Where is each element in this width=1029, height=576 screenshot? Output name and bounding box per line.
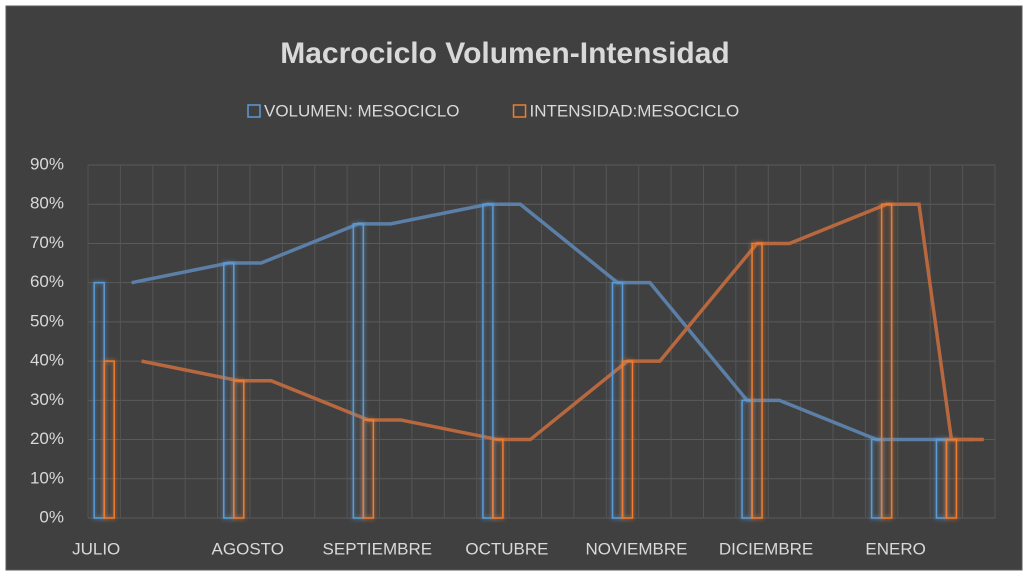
y-tick-label: 70% bbox=[30, 233, 64, 252]
y-tick-label: 90% bbox=[30, 154, 64, 173]
legend-swatch bbox=[247, 104, 261, 118]
bar bbox=[945, 438, 958, 519]
chart-background bbox=[5, 5, 1023, 571]
x-tick-label: ENERO bbox=[865, 539, 925, 558]
bar bbox=[492, 438, 504, 519]
x-tick-label: DICIEMBRE bbox=[719, 539, 813, 558]
x-tick-label: AGOSTO bbox=[212, 539, 284, 558]
x-tick-label: SEPTIEMBRE bbox=[323, 539, 433, 558]
x-tick-label: OCTUBRE bbox=[465, 539, 548, 558]
legend-label: VOLUMEN: MESOCICLO bbox=[264, 101, 460, 120]
legend-swatch bbox=[512, 104, 527, 118]
y-tick-label: 10% bbox=[30, 468, 64, 487]
y-tick-label: 0% bbox=[39, 507, 64, 526]
bar bbox=[482, 203, 494, 519]
bar bbox=[362, 419, 375, 519]
y-tick-label: 20% bbox=[30, 429, 64, 448]
bar bbox=[233, 379, 245, 519]
y-tick-label: 50% bbox=[30, 311, 64, 330]
y-tick-label: 40% bbox=[30, 351, 64, 370]
bar bbox=[103, 360, 115, 519]
y-tick-label: 30% bbox=[30, 390, 64, 409]
bar bbox=[621, 360, 634, 519]
chart-title: Macrociclo Volumen-Intensidad bbox=[280, 37, 730, 70]
bar bbox=[880, 203, 893, 519]
x-tick-label: JULIO bbox=[72, 539, 120, 558]
legend-label: INTENSIDAD:MESOCICLO bbox=[530, 101, 740, 120]
bar bbox=[352, 223, 365, 519]
bar bbox=[751, 242, 763, 519]
y-tick-label: 80% bbox=[30, 194, 64, 213]
x-tick-label: NOVIEMBRE bbox=[585, 539, 687, 558]
y-tick-label: 60% bbox=[30, 272, 64, 291]
